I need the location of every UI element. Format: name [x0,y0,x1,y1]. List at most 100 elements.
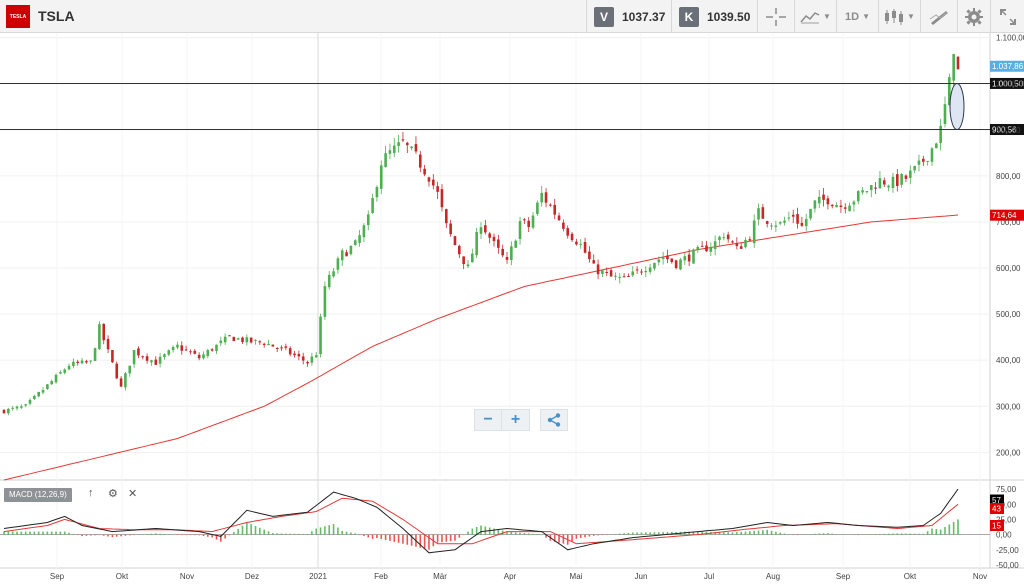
candle-up[interactable] [709,247,713,252]
candle-down[interactable] [575,241,578,245]
candle-down[interactable] [401,139,405,141]
candle-down[interactable] [605,271,609,273]
candle-up[interactable] [713,241,717,250]
candle-down[interactable] [895,174,899,186]
chart-type-button[interactable]: ▼ [794,0,836,33]
candle-down[interactable] [488,233,491,238]
candle-up[interactable] [817,196,821,204]
candle-down[interactable] [796,214,799,224]
candle-down[interactable] [826,198,830,205]
candle-down[interactable] [445,209,448,224]
candle-up[interactable] [24,404,27,406]
candle-down[interactable] [822,194,825,200]
candle-up[interactable] [926,160,929,162]
candle-up[interactable] [219,340,223,344]
candle-up[interactable] [267,343,270,346]
candle-down[interactable] [271,344,275,347]
candle-up[interactable] [913,165,916,171]
candle-down[interactable] [492,236,496,242]
candle-up[interactable] [353,240,357,246]
candle-down[interactable] [700,245,704,247]
candle-up[interactable] [46,384,49,390]
candle-down[interactable] [262,343,266,346]
candle-down[interactable] [427,177,431,182]
candle-down[interactable] [484,225,487,233]
candle-down[interactable] [293,353,296,356]
candle-up[interactable] [54,374,58,383]
candle-up[interactable] [939,125,942,144]
candle-down[interactable] [119,378,123,387]
buy-quote[interactable]: K 1039.50 [671,0,757,33]
candle-down[interactable] [106,338,110,350]
candle-down[interactable] [956,56,960,70]
candle-up[interactable] [254,339,257,341]
candle-down[interactable] [596,264,600,275]
candle-down[interactable] [687,254,691,262]
settings-button[interactable] [957,0,990,33]
candle-up[interactable] [167,350,171,355]
candle-up[interactable] [479,227,483,234]
candle-down[interactable] [288,348,292,355]
candle-down[interactable] [622,276,626,278]
candle-up[interactable] [20,406,23,408]
candle-down[interactable] [197,354,201,359]
candle-down[interactable] [748,239,752,241]
candle-up[interactable] [891,176,895,188]
candle-up[interactable] [952,54,955,81]
candle-up[interactable] [878,178,882,189]
candle-up[interactable] [124,373,127,388]
candle-down[interactable] [306,361,309,364]
candle-up[interactable] [176,344,179,348]
candle-down[interactable] [566,228,570,236]
candle-up[interactable] [171,346,175,351]
candle-up[interactable] [72,361,75,366]
candle-down[interactable] [275,348,279,350]
candle-up[interactable] [943,104,947,124]
candle-up[interactable] [37,392,40,397]
macd-move-up-button[interactable]: ↑ [88,487,94,499]
candle-up[interactable] [887,185,890,188]
candle-up[interactable] [28,400,32,404]
candle-down[interactable] [666,255,669,260]
candle-up[interactable] [579,243,583,245]
candle-up[interactable] [809,208,812,219]
candle-down[interactable] [501,248,504,256]
candle-up[interactable] [692,249,695,264]
candle-down[interactable] [115,363,119,379]
candle-down[interactable] [297,353,301,357]
candle-down[interactable] [791,214,795,217]
candle-down[interactable] [549,204,552,206]
candle-up[interactable] [752,220,756,244]
candle-down[interactable] [111,350,114,363]
candle-down[interactable] [145,356,149,361]
candle-down[interactable] [505,257,509,260]
candle-up[interactable] [930,148,934,162]
candle-up[interactable] [215,344,218,351]
candle-up[interactable] [392,145,396,153]
candle-down[interactable] [544,192,548,203]
candle-up[interactable] [206,350,210,356]
candle-down[interactable] [640,271,643,273]
candle-up[interactable] [63,369,67,373]
candle-down[interactable] [453,236,457,246]
candle-up[interactable] [510,246,513,261]
candle-up[interactable] [770,225,773,227]
candle-up[interactable] [397,142,400,147]
candle-up[interactable] [917,160,921,165]
candle-up[interactable] [644,270,648,273]
candle-up[interactable] [319,316,322,355]
candle-down[interactable] [670,258,674,263]
candle-up[interactable] [7,408,10,414]
candle-up[interactable] [948,77,951,106]
candle-up[interactable] [744,239,747,248]
candle-up[interactable] [310,356,314,363]
candle-up[interactable] [98,324,101,350]
candle-down[interactable] [405,142,409,146]
candle-down[interactable] [85,361,88,363]
candle-up[interactable] [50,381,53,385]
candle-up[interactable] [661,257,665,259]
candle-up[interactable] [696,246,700,250]
timeframe-button[interactable]: 1D ▼ [836,0,878,33]
share-button[interactable] [540,409,568,431]
candle-down[interactable] [154,359,158,365]
